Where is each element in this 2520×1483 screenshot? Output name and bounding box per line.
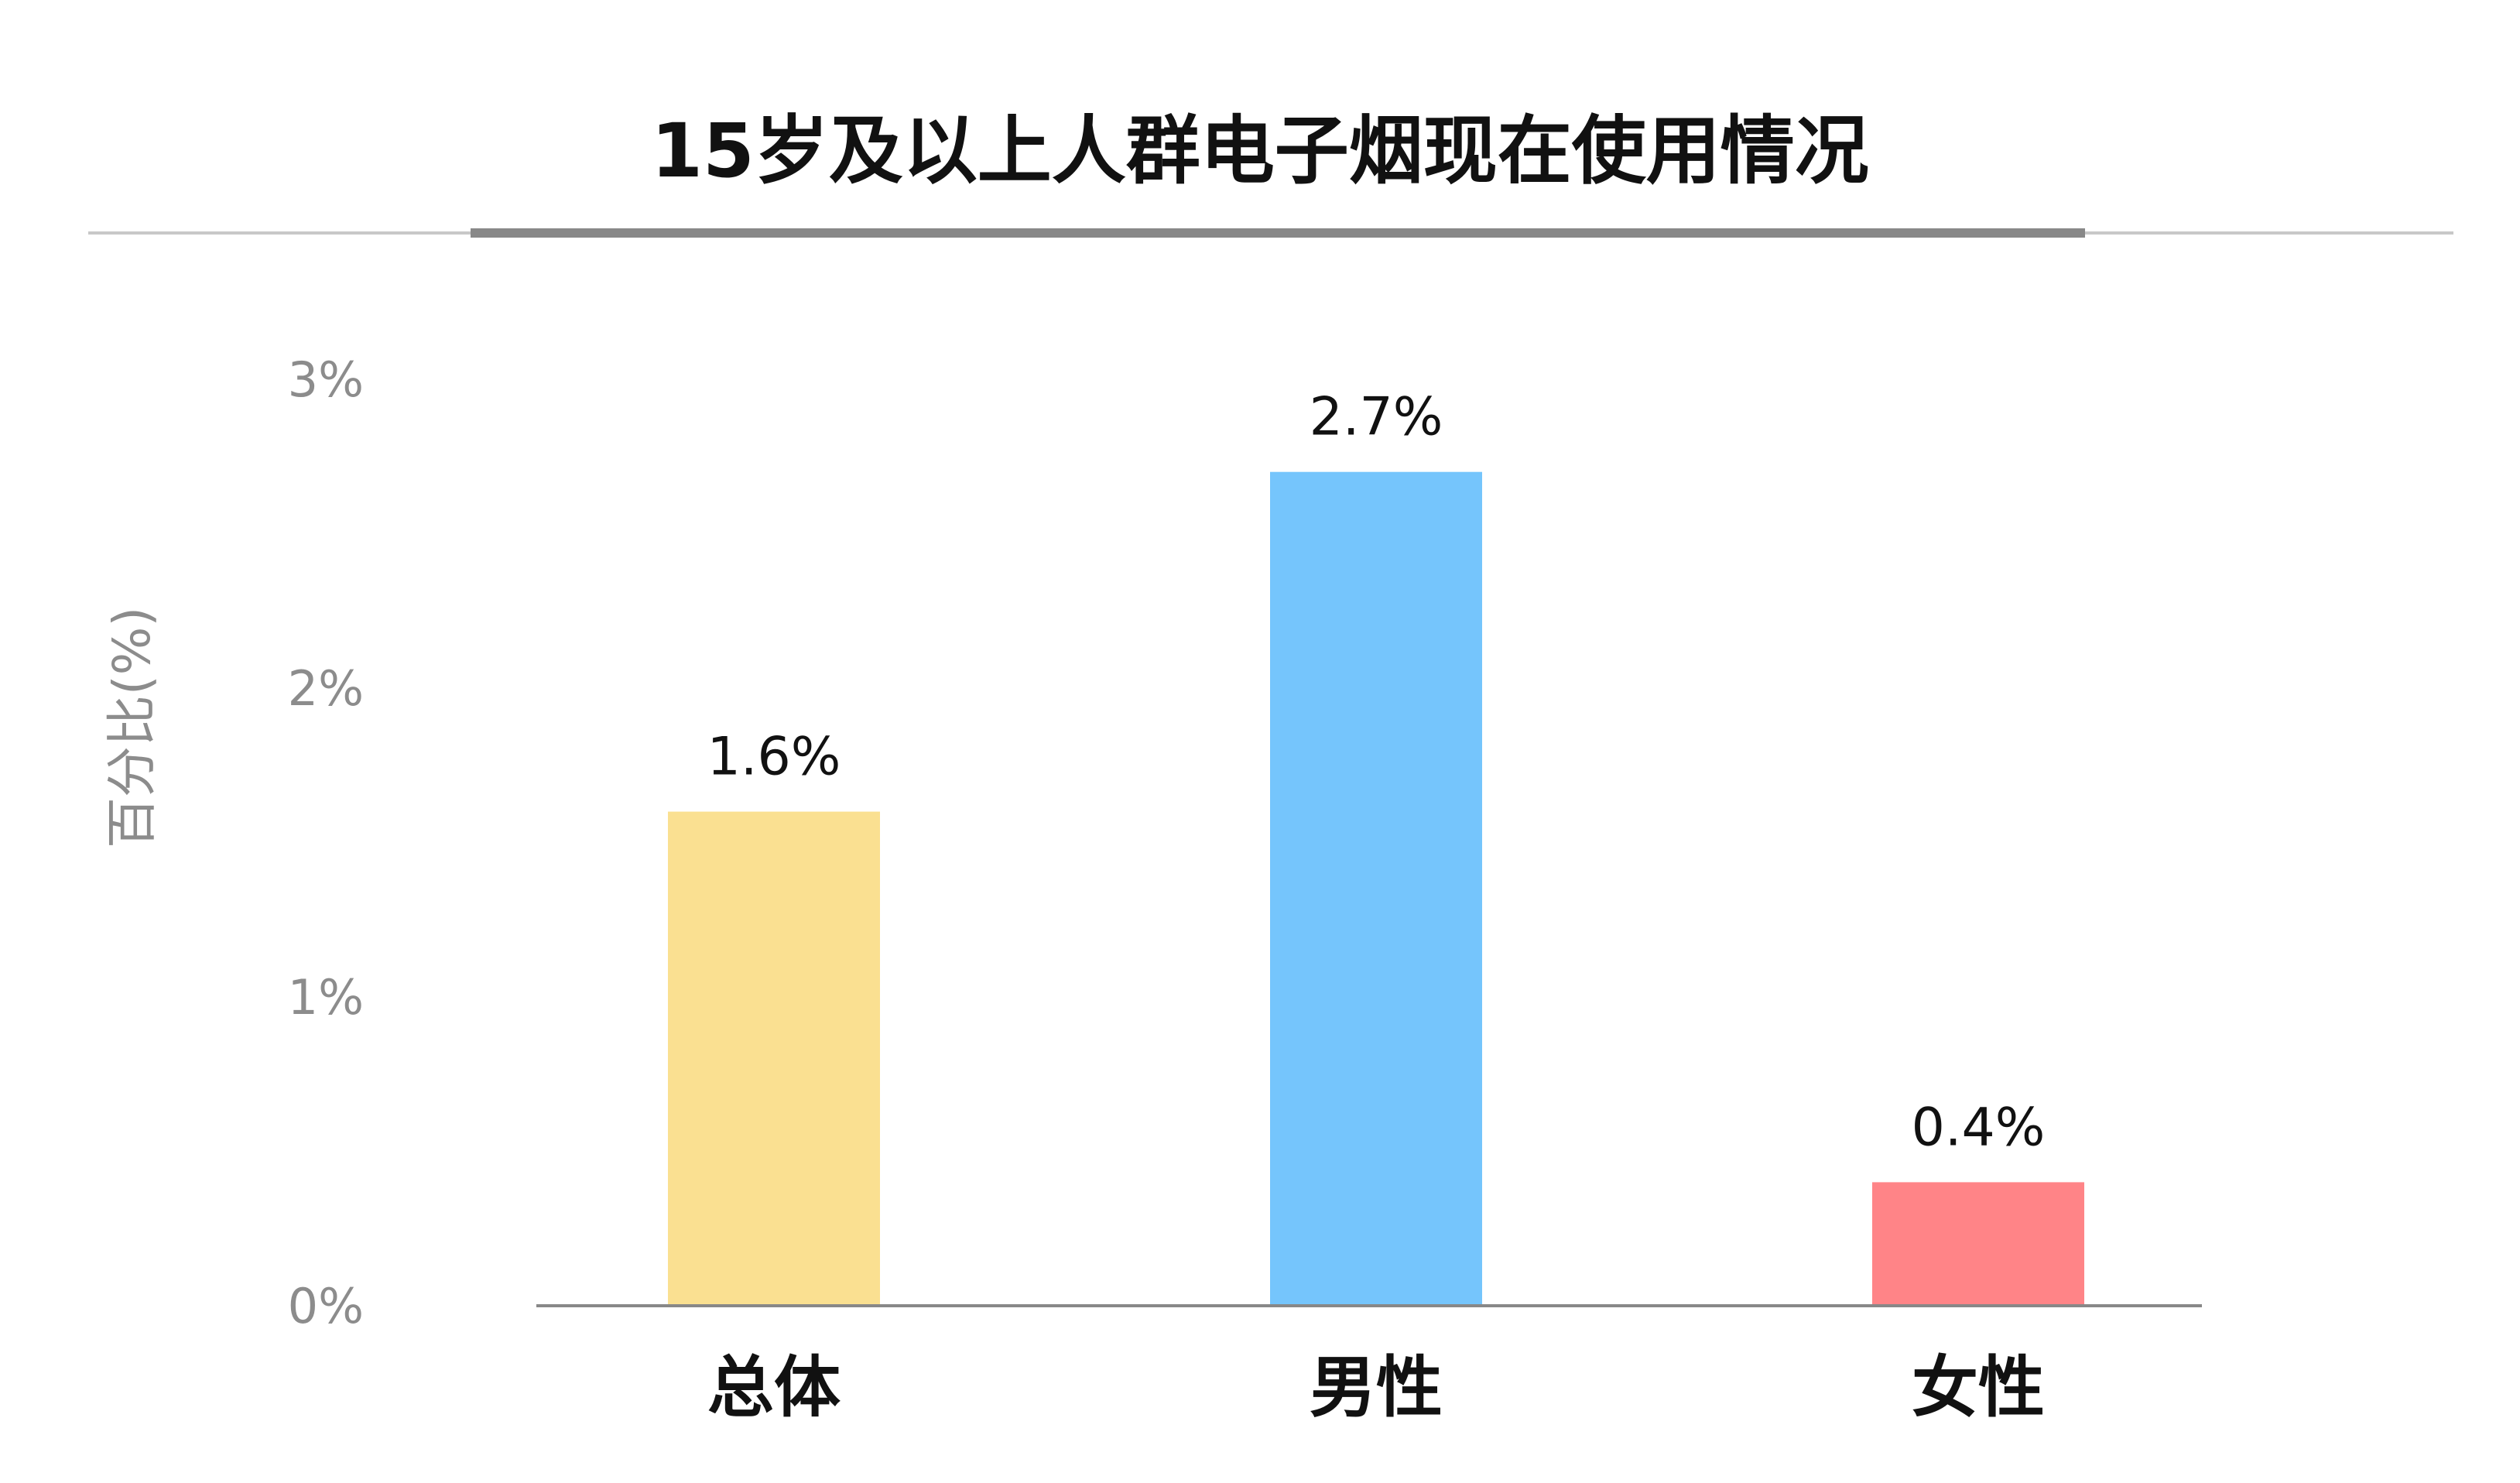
bar (1270, 471, 1482, 1307)
x-tick-label: 男性 (1310, 1349, 1443, 1426)
y-tick-label: 0% (288, 1278, 364, 1334)
data-label: 1.6% (707, 727, 841, 788)
data-label: 0.4% (1912, 1097, 2046, 1158)
x-tick-label: 总体 (707, 1349, 841, 1426)
data-label: 2.7% (1310, 387, 1443, 448)
data-labels-group: 1.6% 2.7% 0.4% (707, 387, 2046, 1159)
bars-group (668, 471, 2084, 1307)
bar (1872, 1182, 2084, 1306)
x-axis-ticks: 总体 男性 女性 (707, 1349, 2045, 1426)
chart-title: 15岁及以上人群电子烟现在使用情况 (651, 108, 1869, 194)
y-axis-label: 百分比(%) (102, 607, 162, 848)
y-tick-label: 1% (288, 969, 364, 1026)
y-tick-label: 3% (288, 351, 364, 408)
y-axis-ticks: 0% 1% 2% 3% (288, 351, 364, 1334)
y-tick-label: 2% (288, 660, 364, 717)
bar (668, 811, 880, 1306)
x-tick-label: 女性 (1912, 1349, 2045, 1426)
